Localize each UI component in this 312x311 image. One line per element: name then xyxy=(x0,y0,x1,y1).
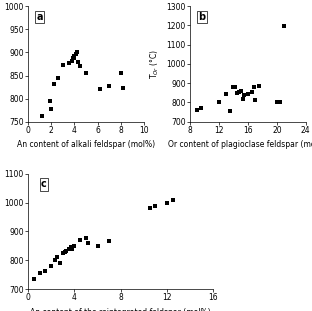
Point xyxy=(60,63,65,68)
Point xyxy=(235,91,240,95)
Point xyxy=(237,89,242,94)
Point xyxy=(97,87,102,92)
Point xyxy=(83,70,88,75)
Point xyxy=(78,64,83,69)
Point xyxy=(224,92,229,97)
Point xyxy=(274,99,279,104)
Point xyxy=(118,70,123,75)
Point xyxy=(217,100,222,105)
Point xyxy=(39,114,44,119)
Point xyxy=(52,258,57,263)
Point xyxy=(147,206,152,211)
Point xyxy=(32,277,37,282)
Point xyxy=(78,237,83,242)
Point xyxy=(86,240,91,245)
Point xyxy=(49,106,54,111)
Point xyxy=(58,261,63,266)
Point xyxy=(47,99,52,104)
Point xyxy=(49,264,54,269)
X-axis label: An content of alkali feldspar (mol%): An content of alkali feldspar (mol%) xyxy=(17,141,155,150)
Point xyxy=(56,75,61,80)
Point xyxy=(66,246,71,251)
Point xyxy=(83,235,88,240)
Point xyxy=(120,85,125,90)
Point xyxy=(242,92,247,97)
Point xyxy=(74,50,79,55)
Point xyxy=(281,24,286,29)
Point xyxy=(43,269,48,274)
Y-axis label: T$_{Or}$ (°C): T$_{Or}$ (°C) xyxy=(149,49,161,79)
Point xyxy=(164,200,169,205)
Point xyxy=(72,244,77,249)
Point xyxy=(107,238,112,243)
Point xyxy=(60,251,65,256)
Point xyxy=(68,245,73,250)
Point xyxy=(71,55,76,60)
Point xyxy=(170,197,175,202)
Point xyxy=(251,85,256,90)
Point xyxy=(195,107,200,112)
Text: b: b xyxy=(198,12,205,22)
Point xyxy=(95,244,100,249)
Text: a: a xyxy=(36,12,43,22)
X-axis label: An content of the reintegrated feldspar (mol%): An content of the reintegrated feldspar … xyxy=(30,308,211,311)
Point xyxy=(70,58,75,63)
Point xyxy=(72,53,77,58)
Point xyxy=(72,55,77,60)
Point xyxy=(253,98,258,103)
Point xyxy=(37,271,42,276)
Point xyxy=(153,204,158,209)
Point xyxy=(198,105,203,110)
Point xyxy=(238,88,243,93)
Point xyxy=(278,100,283,105)
Point xyxy=(227,108,232,113)
Text: c: c xyxy=(41,179,47,189)
Point xyxy=(51,81,56,86)
Point xyxy=(240,96,245,101)
Point xyxy=(70,246,75,251)
Point xyxy=(66,60,71,65)
Point xyxy=(73,52,78,57)
Point xyxy=(249,90,254,95)
Point xyxy=(75,59,80,64)
Point xyxy=(55,254,60,259)
Point xyxy=(63,249,68,254)
Point xyxy=(256,84,261,89)
Point xyxy=(246,91,251,96)
X-axis label: Or content of plagioclase feldspar (mol%): Or content of plagioclase feldspar (mol%… xyxy=(168,141,312,150)
Point xyxy=(232,85,237,90)
Point xyxy=(231,85,236,90)
Point xyxy=(64,248,69,253)
Point xyxy=(107,83,112,88)
